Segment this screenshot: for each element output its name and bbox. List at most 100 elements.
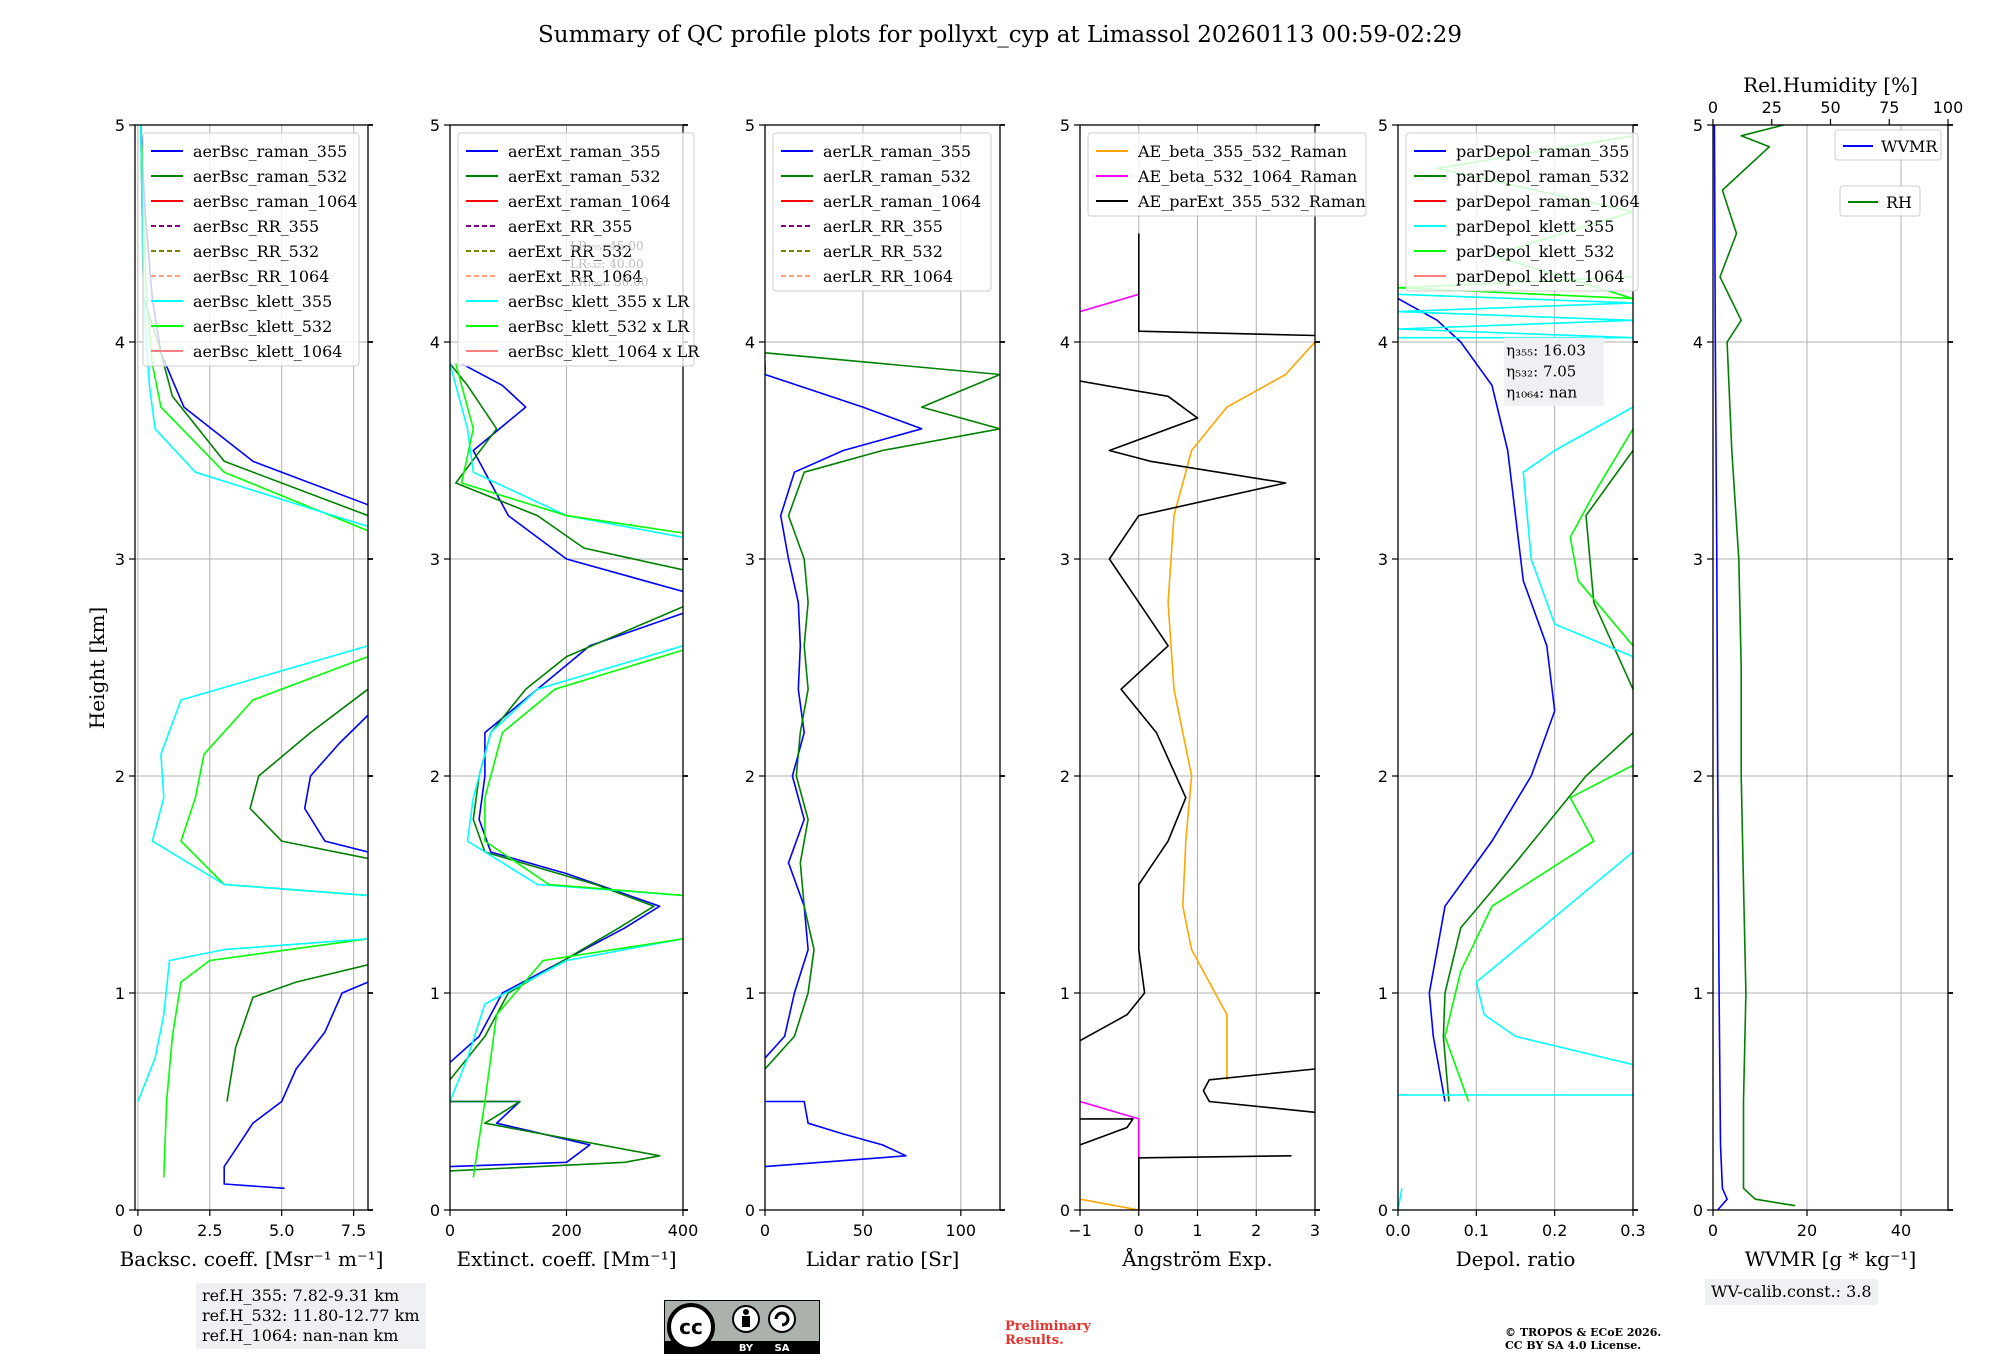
y-tick-label: 4	[1693, 333, 1703, 352]
legend: aerLR_raman_355 aerLR_raman_532 aerLR_rama…	[772, 132, 992, 292]
legend-entry: aerBsc_RR_1064	[193, 267, 329, 286]
legend-entry: parDepol_raman_532	[1456, 167, 1629, 186]
series-group	[1398, 135, 1633, 1210]
x-tick-label: 0	[1134, 1221, 1144, 1240]
ref-height-532: ref.H_532: 11.80-12.77 km	[202, 1306, 420, 1325]
legend-entry: aerBsc_klett_355	[193, 292, 332, 311]
series-aerBsc_raman_355	[303, 714, 368, 853]
y-tick-label: 1	[745, 984, 755, 1003]
legend: aerExt_raman_355 aerExt_raman_532 aerExt_r…	[457, 132, 700, 367]
plot-frame	[1712, 124, 1949, 1211]
y-tick-label: 5	[1378, 116, 1388, 135]
top-x-tick-label: 0	[1708, 98, 1718, 117]
legend-entry: aerBsc_klett_532 x LR	[508, 317, 690, 336]
y-tick-label: 5	[430, 116, 440, 135]
x-tick-label: 50	[853, 1221, 873, 1240]
x-tick-label: 0	[1708, 1221, 1718, 1240]
cc-by-sa-license-logo: cc BY SA	[664, 1300, 820, 1354]
wv-calibration-box: WV-calib.const.: 3.8	[1705, 1279, 1878, 1305]
y-tick-label: 5	[115, 116, 125, 135]
x-tick-label: 0	[760, 1221, 770, 1240]
y-tick-label: 4	[1060, 333, 1070, 352]
ref-height-1064: ref.H_1064: nan-nan km	[202, 1326, 399, 1345]
legend-entry: aerBsc_raman_355	[193, 142, 347, 161]
legend-entry: aerExt_raman_355	[508, 142, 661, 161]
x-tick-label: 7.5	[341, 1221, 366, 1240]
legend-entry: aerExt_raman_1064	[508, 192, 671, 211]
y-tick-label: 4	[745, 333, 755, 352]
x-tick-label: 0.3	[1620, 1221, 1645, 1240]
x-tick-label: 5.0	[269, 1221, 294, 1240]
legend-entry: aerLR_RR_1064	[823, 267, 953, 286]
legend-entry: AE_parExt_355_532_Raman	[1137, 192, 1366, 211]
plot-frame	[134, 124, 369, 1211]
legend-entry: aerBsc_RR_532	[193, 242, 319, 261]
series-aerExt_raman_532	[450, 1100, 661, 1172]
y-tick-label: 2	[1378, 767, 1388, 786]
sa-share-alike-icon	[768, 1305, 796, 1333]
panel-2: 0 200 400 0 1 2 3 4 5 Extinct. coeff. [Mm⁻¹] aerEx…	[430, 116, 700, 1271]
series-AE_parExt_355_532_Raman	[1202, 1068, 1315, 1114]
series-aerLR_raman_532	[765, 352, 1000, 1070]
y-tick-label: 2	[1060, 767, 1070, 786]
lidar-ratio-annotation: LR₅₃₂: 40.00	[570, 257, 644, 271]
legend-entry: aerLR_RR_355	[823, 217, 943, 236]
y-tick-label: 5	[745, 116, 755, 135]
y-tick-label: 1	[1378, 984, 1388, 1003]
legend: AE_beta_355_532_Raman AE_beta_532_1064_Ra…	[1087, 132, 1367, 217]
plot-frame	[1397, 124, 1634, 1211]
legend-entry: aerLR_raman_355	[823, 142, 971, 161]
legend-entry: aerBsc_RR_355	[193, 217, 319, 236]
y-tick-label: 2	[115, 767, 125, 786]
x-axis-label: Extinct. coeff. [Mm⁻¹]	[456, 1247, 676, 1271]
legend-entry: parDepol_klett_532	[1456, 242, 1614, 261]
legend-entry: aerBsc_klett_1064	[193, 342, 342, 361]
y-tick-label: 0	[1060, 1201, 1070, 1220]
series-aerBsc_raman_355	[223, 981, 368, 1190]
top-x-tick-label: 100	[1933, 98, 1964, 117]
preliminary-results-note: Preliminary Results.	[1005, 1320, 1091, 1348]
legend-label: WVMR	[1881, 137, 1938, 156]
legend-entry: aerExt_RR_355	[508, 217, 632, 236]
y-tick-label: 3	[1378, 550, 1388, 569]
series-AE_beta_355_532_Raman	[1167, 341, 1315, 1080]
legend-entry: parDepol_raman_1064	[1456, 192, 1640, 211]
legend-box	[1405, 132, 1639, 292]
legend-entry: parDepol_klett_355	[1456, 217, 1614, 236]
series-AE_parExt_355_532_Raman	[1138, 1155, 1292, 1210]
legend-entry: aerLR_raman_1064	[823, 192, 981, 211]
series-aerBsc_klett_532 x LR	[472, 938, 683, 1178]
lidar-ratio-annotation: LR₃₅₅: 45.00	[570, 239, 644, 253]
x-tick-label: 0.1	[1464, 1221, 1489, 1240]
copyright-line-2: CC BY SA 4.0 License.	[1505, 1339, 1642, 1352]
x-axis-label: WVMR [g * kg⁻¹]	[1745, 1247, 1917, 1271]
legend-box	[142, 132, 360, 367]
legend-entry: aerBsc_klett_355 x LR	[508, 292, 690, 311]
y-tick-label: 3	[430, 550, 440, 569]
series-aerBsc_raman_532	[249, 688, 368, 860]
y-tick-label: 2	[1693, 767, 1703, 786]
cc-icon	[667, 1303, 715, 1351]
legend-WVMR: WVMR	[1834, 129, 1942, 161]
eta-annotation-box	[1503, 337, 1604, 406]
y-tick-label: 1	[115, 984, 125, 1003]
legend-box	[457, 132, 695, 367]
x-axis-label: Depol. ratio	[1456, 1247, 1576, 1271]
y-tick-label: 0	[430, 1201, 440, 1220]
x-axis-label: Backsc. coeff. [Msr⁻¹ m⁻¹]	[120, 1247, 384, 1271]
series-AE_beta_355_532_Raman	[1080, 1198, 1139, 1210]
x-axis-label: Lidar ratio [Sr]	[806, 1247, 960, 1271]
series-aerBsc_klett_532	[163, 938, 368, 1178]
series-AE_beta_532_1064_Raman	[1080, 1100, 1140, 1210]
y-tick-label: 5	[1693, 116, 1703, 135]
series-parDepol_klett_532	[1569, 428, 1633, 647]
series-AE_parExt_355_532_Raman	[1080, 1118, 1134, 1146]
x-axis-label: Ångström Exp.	[1121, 1246, 1272, 1271]
x-tick-label: 400	[668, 1221, 699, 1240]
series-aerBsc_klett_355 x LR	[450, 363, 683, 539]
legend-entry: parDepol_klett_1064	[1456, 267, 1625, 286]
wv-calibration-constant: WV-calib.const.: 3.8	[1711, 1282, 1872, 1301]
lidar-ratio-annotation: LR₁₀₆₄: 50.00	[570, 275, 648, 289]
legend-entry: aerBsc_raman_1064	[193, 192, 358, 211]
